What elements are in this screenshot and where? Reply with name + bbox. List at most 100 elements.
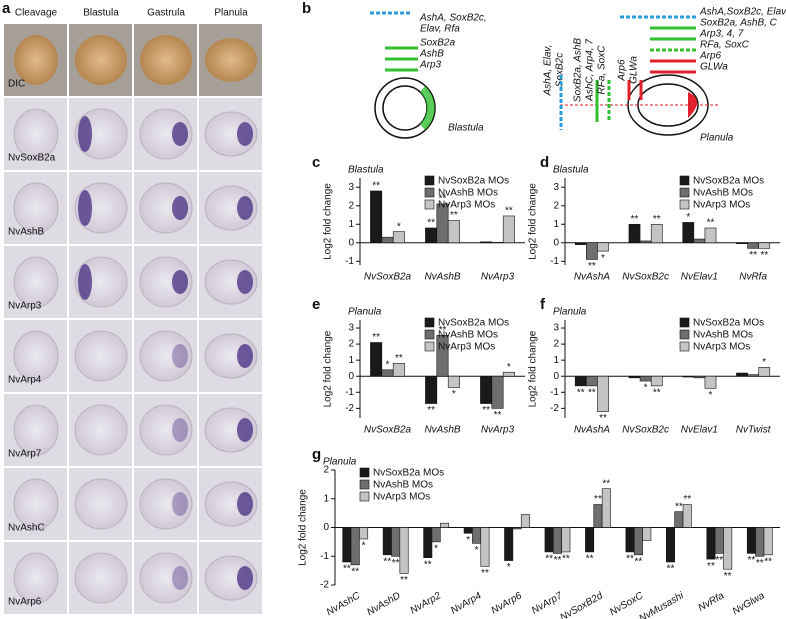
significance: * (686, 212, 690, 223)
stain (237, 122, 253, 146)
embryo (75, 35, 127, 85)
legend-swatch (424, 199, 435, 210)
bar (463, 527, 473, 534)
stain (237, 566, 253, 590)
y-axis-label: Log2 fold change (528, 330, 539, 407)
legend-swatch (424, 187, 435, 198)
legend-label: NvAshB MOs (438, 188, 498, 199)
significance: ** (602, 478, 610, 489)
row-label: NvSoxB2a (8, 153, 56, 164)
embryo (13, 256, 59, 308)
row-label: NvAshB (8, 227, 44, 238)
legend-label: NvAshB MOs (373, 480, 433, 491)
x-tick-label: NvElav1 (681, 272, 718, 283)
bar (342, 527, 352, 563)
significance: ** (481, 568, 489, 579)
x-tick-label: NvArp6 (489, 590, 524, 616)
chart-subtitle: Planula (348, 307, 382, 318)
bar (392, 231, 405, 244)
significance: * (466, 535, 470, 546)
bar (682, 222, 695, 244)
chart-subtitle: Planula (323, 457, 357, 468)
x-tick-label: NvArp2 (409, 590, 444, 616)
gene-label: Elav, Rfa (420, 24, 460, 35)
bar (666, 527, 675, 563)
column-header: Blastula (83, 8, 119, 19)
significance: ** (343, 564, 351, 575)
y-tick-label: 1 (553, 355, 559, 366)
bar (625, 527, 635, 553)
y-tick-label: -2 (320, 580, 329, 591)
significance: ** (756, 558, 764, 569)
embryo (14, 35, 58, 85)
significance: ** (724, 571, 732, 582)
embryo (139, 256, 193, 308)
bar (693, 238, 706, 244)
x-tick-label: NvArp3 (481, 272, 515, 283)
bar (704, 375, 717, 389)
significance: ** (372, 181, 380, 192)
blastula-inner (382, 85, 428, 131)
bar (650, 375, 663, 387)
y-tick-label: -1 (345, 256, 354, 267)
x-tick-label: NvSoxB2a (364, 425, 412, 436)
bar (628, 375, 641, 379)
embryo (13, 182, 59, 234)
significance: ** (631, 214, 639, 225)
legend-label: NvAshB MOs (438, 330, 498, 341)
significance: ** (594, 494, 602, 505)
significance: ** (715, 555, 723, 566)
embryo (139, 330, 193, 382)
bar (440, 522, 449, 528)
bar (382, 527, 392, 556)
significance: ** (586, 554, 594, 565)
y-tick-label: -1 (550, 387, 559, 398)
bar (480, 527, 490, 567)
bar (628, 223, 641, 244)
x-tick-label: NvRfa (697, 590, 727, 614)
bar (502, 215, 515, 244)
bar (359, 527, 369, 540)
significance: ** (749, 250, 757, 261)
embryo (139, 404, 193, 456)
embryo (13, 330, 59, 382)
x-tick-label: NvAshB (424, 425, 460, 436)
x-tick-label: NvArp4 (449, 590, 484, 616)
significance: ** (764, 556, 772, 567)
significance: ** (494, 410, 502, 421)
embryo (205, 38, 257, 82)
bar (436, 334, 449, 377)
x-tick-label: NvRfa (739, 272, 767, 283)
embryo (139, 552, 193, 604)
significance: ** (545, 554, 553, 565)
panel-label: f (540, 296, 546, 313)
legend-label: NvArp3 MOs (373, 492, 430, 503)
y-tick-label: -2 (550, 403, 559, 414)
legend-swatch (359, 491, 370, 502)
bar (747, 374, 759, 377)
legend-label: NvArp3 MOs (693, 342, 750, 353)
gene-label: RFa, SoxC (597, 45, 608, 95)
row-label: NvArp7 (8, 449, 42, 460)
bar (381, 236, 394, 244)
stain (78, 116, 92, 152)
gene-label: Arp3 (419, 60, 442, 71)
legend-label: NvSoxB2a MOs (693, 318, 764, 329)
y-tick-label: 2 (553, 200, 559, 211)
bar (574, 242, 587, 245)
significance: ** (635, 556, 643, 567)
bar (425, 375, 438, 404)
significance: ** (395, 353, 403, 364)
significance: ** (427, 405, 435, 416)
y-tick-label: 0 (348, 237, 354, 248)
y-tick-label: 1 (553, 219, 559, 230)
y-tick-label: 0 (348, 371, 354, 382)
row-label: NvArp4 (8, 375, 42, 386)
stain (172, 566, 188, 590)
bar (520, 514, 530, 528)
significance: * (362, 541, 366, 552)
panel-label: d (540, 154, 549, 171)
bar (480, 241, 493, 244)
significance: ** (383, 556, 391, 567)
significance: * (452, 389, 456, 400)
